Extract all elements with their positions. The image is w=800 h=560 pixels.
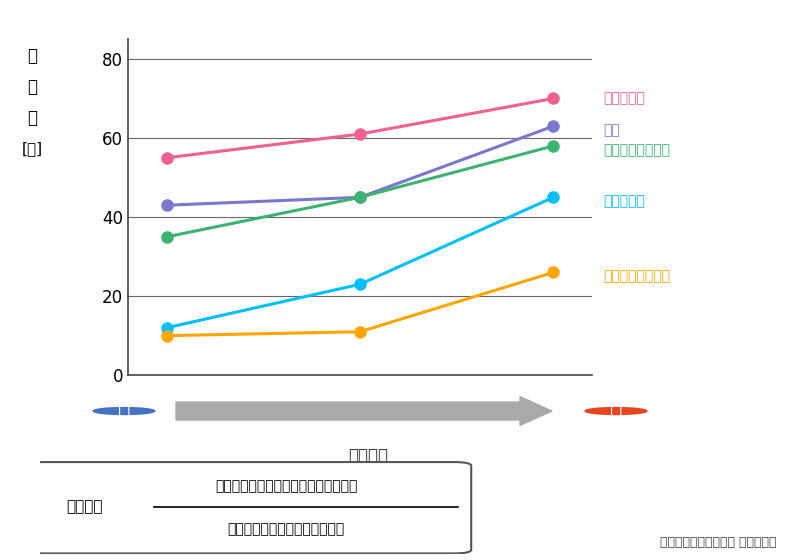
- Text: 断熱性能: 断熱性能: [348, 447, 388, 465]
- Text: データ出所：近畟大学 岩前研究室: データ出所：近畟大学 岩前研究室: [659, 536, 776, 549]
- Text: 気管支喂息: 気管支喂息: [603, 91, 645, 105]
- Text: [％]: [％]: [22, 141, 42, 156]
- Text: 新しい住まいで症状が出なくなった人: 新しい住まいで症状が出なくなった人: [215, 479, 358, 493]
- Text: 前の住まいで症状が出ていた人: 前の住まいで症状が出ていた人: [228, 522, 345, 536]
- Text: せき: せき: [603, 123, 620, 137]
- Text: アトピー性皮膚炎: アトピー性皮膚炎: [603, 143, 670, 157]
- FancyBboxPatch shape: [26, 462, 471, 553]
- Text: 改善率＝: 改善率＝: [66, 500, 103, 514]
- Text: アレルギー性鼻炎: アレルギー性鼻炎: [603, 269, 670, 283]
- Text: 高: 高: [610, 401, 622, 421]
- Text: 率: 率: [27, 109, 37, 127]
- Circle shape: [93, 408, 155, 414]
- Circle shape: [586, 408, 646, 414]
- Text: 改: 改: [27, 47, 37, 65]
- Text: 低: 低: [118, 401, 130, 421]
- Text: 手足の冷え: 手足の冷え: [603, 194, 645, 208]
- Text: 善: 善: [27, 78, 37, 96]
- FancyArrow shape: [176, 396, 552, 426]
